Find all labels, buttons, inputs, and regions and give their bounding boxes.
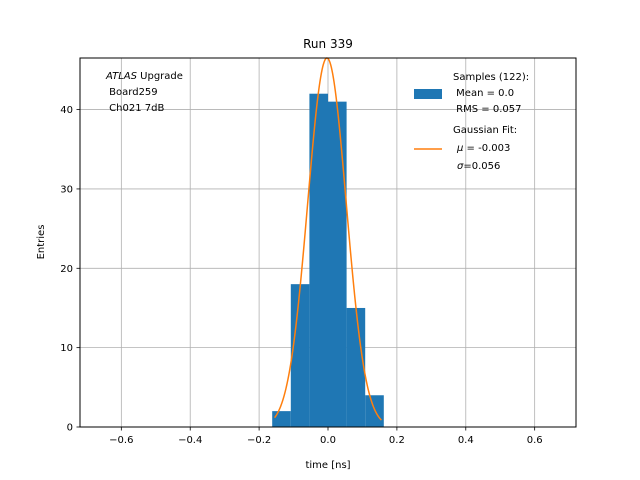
gaussian-fit-line — [274, 57, 382, 421]
y-tick-label-2: 20 — [60, 264, 73, 275]
legend-fit-line-2: μ = -0.003 — [456, 143, 510, 154]
x-tick-label-1: −0.4 — [178, 435, 202, 446]
annotation-line-1: ATLAS Upgrade — [105, 71, 183, 82]
sigma-value: =0.056 — [463, 161, 500, 172]
y-tick-label-0: 0 — [67, 423, 73, 434]
legend-hist-line-3: RMS = 0.057 — [453, 104, 521, 115]
chart-title: Run 339 — [303, 37, 353, 51]
histogram-bars — [272, 93, 384, 427]
histogram-bar-4 — [346, 307, 366, 427]
legend: Samples (122): Mean = 0.0 RMS = 0.057 Ga… — [414, 72, 529, 172]
x-tick-label-3: 0.0 — [320, 435, 336, 446]
histogram-bar-2 — [309, 93, 328, 427]
atlas-label: ATLAS — [105, 71, 138, 82]
legend-fit-line-1: Gaussian Fit: — [453, 125, 517, 136]
histogram-bar-3 — [328, 101, 347, 427]
mu-value: = -0.003 — [463, 143, 510, 154]
legend-fit-line-3: σ=0.056 — [457, 161, 500, 172]
y-tick-label-4: 40 — [60, 105, 73, 116]
annotation-line-3: Ch021 7dB — [106, 103, 164, 114]
x-tick-label-2: −0.2 — [247, 435, 271, 446]
histogram-bar-1 — [290, 284, 310, 427]
x-tick-label-5: 0.4 — [458, 435, 474, 446]
mu-symbol: μ — [456, 143, 463, 154]
y-tick-label-1: 10 — [60, 343, 73, 354]
axes-ticks: −0.6 −0.4 −0.2 0.0 0.2 0.4 0.6 0 10 20 30 40 — [60, 105, 542, 446]
annotation: ATLAS Upgrade Board259 Ch021 7dB — [105, 71, 183, 114]
legend-hist-line-1: Samples (122): — [453, 72, 529, 83]
legend-hist-line-2: Mean = 0.0 — [453, 88, 514, 99]
sigma-symbol: σ — [457, 161, 464, 172]
x-tick-label-4: 0.2 — [389, 435, 405, 446]
x-tick-label-0: −0.6 — [109, 435, 133, 446]
histogram-bar-0 — [272, 411, 291, 427]
x-axis-label: time [ns] — [305, 460, 350, 471]
x-tick-label-6: 0.6 — [527, 435, 543, 446]
y-tick-label-3: 30 — [60, 184, 73, 195]
legend-hist-swatch — [414, 89, 442, 99]
annotation-line-2: Board259 — [106, 87, 158, 98]
y-axis-label: Entries — [36, 225, 47, 260]
histogram-bar-5 — [365, 395, 384, 427]
upgrade-label: Upgrade — [137, 71, 183, 82]
gaussian-fit — [274, 57, 382, 421]
